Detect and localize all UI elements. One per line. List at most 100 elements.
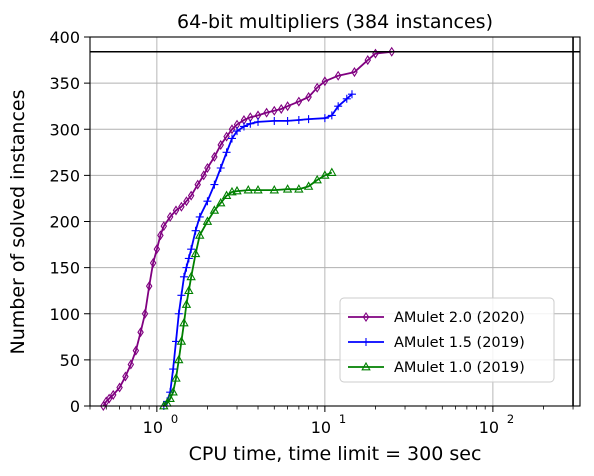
y-tick-label: 150 (49, 259, 80, 278)
data-point (153, 244, 161, 255)
data-point (179, 272, 188, 281)
data-point (269, 185, 280, 194)
data-point (216, 163, 225, 172)
legend-label: AMulet 1.5 (2019) (394, 335, 525, 351)
data-point (216, 197, 226, 207)
data-point (191, 226, 200, 235)
data-point (334, 70, 342, 81)
data-point (254, 117, 263, 126)
data-point (222, 148, 231, 157)
data-point (166, 211, 174, 222)
ticks (84, 36, 574, 412)
legend-label: AMulet 2.0 (2020) (394, 310, 525, 326)
data-point (204, 162, 211, 174)
data-point (304, 115, 313, 124)
series-3 (159, 167, 337, 410)
data-point (184, 254, 193, 263)
data-point (202, 216, 213, 225)
data-point (187, 190, 195, 201)
series-layer (100, 46, 395, 412)
data-point (327, 167, 337, 176)
data-point (228, 124, 236, 135)
data-point (227, 134, 236, 143)
data-point (105, 393, 113, 404)
data-point (116, 382, 123, 393)
data-point (195, 230, 205, 239)
data-point (160, 221, 168, 232)
legend-box (339, 297, 555, 383)
data-point (243, 185, 254, 194)
legend: AMulet 2.0 (2020) AMulet 1.5 (2019) AMulet… (339, 297, 555, 383)
data-point (169, 365, 178, 374)
series-line (163, 93, 353, 407)
data-point (203, 197, 212, 206)
data-point (327, 111, 336, 120)
data-point (176, 336, 187, 345)
data-point (168, 387, 178, 396)
data-point (263, 107, 270, 118)
y-tick-label: 250 (49, 166, 80, 185)
data-point (361, 361, 371, 371)
data-point (127, 359, 135, 370)
y-axis-title: Number of solved instances (7, 90, 29, 355)
data-point (320, 170, 330, 179)
x-axis-title: CPU time, time limit = 300 sec (189, 443, 482, 465)
data-point (271, 105, 278, 116)
data-point (294, 184, 304, 193)
data-point (270, 116, 279, 125)
y-tick-label: 350 (49, 74, 80, 93)
data-point (351, 67, 358, 78)
data-point (183, 196, 190, 207)
data-point (159, 400, 169, 410)
y-tick-label: 200 (49, 213, 80, 232)
data-point (312, 174, 322, 184)
x-tick-exponent: 2 (507, 412, 514, 426)
y-tick-label: 0 (70, 397, 80, 416)
y-tick-label: 100 (49, 305, 80, 324)
legend-label: AMulet 1.0 (2019) (394, 360, 525, 376)
data-point (179, 317, 189, 327)
x-tick-exponent: 1 (339, 412, 346, 426)
data-point (283, 116, 292, 125)
data-point (321, 76, 329, 87)
data-point (277, 103, 285, 114)
data-point (347, 90, 356, 99)
data-point (313, 82, 321, 93)
data-point (209, 205, 220, 214)
data-point (232, 185, 242, 195)
data-point (184, 285, 194, 295)
data-point (109, 389, 117, 400)
data-point (227, 186, 237, 196)
x-tick-exponent: 0 (171, 412, 178, 426)
data-point (211, 151, 218, 162)
data-point (305, 91, 312, 102)
data-point (195, 212, 204, 221)
data-point (364, 55, 372, 66)
data-point (246, 119, 255, 128)
data-point (137, 327, 144, 338)
data-point (388, 46, 395, 57)
data-point (223, 131, 230, 142)
y-tick-label: 300 (49, 120, 80, 139)
data-point (284, 101, 291, 112)
data-point (100, 400, 107, 412)
data-point (174, 354, 184, 364)
data-point (303, 181, 314, 190)
series-1 (100, 46, 395, 412)
y-tick-label: 50 (60, 351, 80, 370)
data-point (362, 311, 370, 323)
x-tick-label: 10 (143, 418, 163, 437)
data-point (233, 127, 242, 136)
data-point (362, 338, 370, 346)
data-point (239, 122, 248, 131)
data-point (342, 94, 351, 103)
data-point (194, 179, 201, 190)
data-point (253, 185, 263, 194)
series-2 (159, 90, 356, 410)
chart-title: 64-bit multipliers (384 instances) (177, 11, 493, 33)
data-point (165, 393, 175, 402)
data-point (145, 281, 153, 292)
data-point (132, 345, 140, 356)
data-point (171, 373, 181, 382)
